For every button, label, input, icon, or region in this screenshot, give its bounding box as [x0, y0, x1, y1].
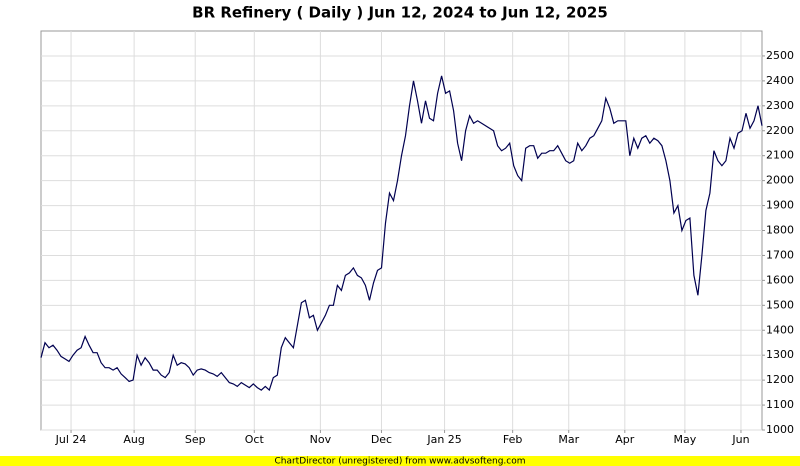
x-tick-label: Aug	[123, 433, 144, 446]
y-tick-label: 2100	[766, 149, 794, 162]
x-tick-label: Sep	[185, 433, 206, 446]
x-tick-label: Jun	[731, 433, 749, 446]
footer-bar	[0, 456, 800, 466]
x-tick-label: Apr	[615, 433, 635, 446]
x-tick-label: Oct	[245, 433, 265, 446]
y-tick-label: 1200	[766, 373, 794, 386]
y-tick-label: 1900	[766, 199, 794, 212]
y-tick-label: 1100	[766, 398, 794, 411]
y-tick-label: 1700	[766, 248, 794, 261]
chart-title: BR Refinery ( Daily ) Jun 12, 2024 to Ju…	[192, 4, 608, 22]
y-tick-label: 1500	[766, 298, 794, 311]
y-tick-label: 1600	[766, 273, 794, 286]
y-tick-label: 1800	[766, 224, 794, 237]
y-tick-label: 1000	[766, 423, 794, 436]
y-tick-label: 2500	[766, 49, 794, 62]
x-tick-label: Jul 24	[55, 433, 87, 446]
x-tick-label: Feb	[503, 433, 522, 446]
y-tick-label: 1400	[766, 323, 794, 336]
x-tick-label: Jan 25	[426, 433, 461, 446]
y-tick-label: 1300	[766, 348, 794, 361]
y-tick-label: 2300	[766, 99, 794, 112]
footer: ChartDirector (unregistered) from www.ad…	[274, 457, 525, 466]
y-tick-label: 2200	[766, 124, 794, 137]
price-line	[40, 75, 763, 392]
x-tick-label: May	[674, 433, 697, 446]
x-tick-label: Mar	[558, 433, 579, 446]
x-tick-label: Nov	[310, 433, 332, 446]
y-tick-label: 2400	[766, 74, 794, 87]
x-tick-label: Dec	[371, 433, 392, 446]
y-tick-label: 2000	[766, 174, 794, 187]
